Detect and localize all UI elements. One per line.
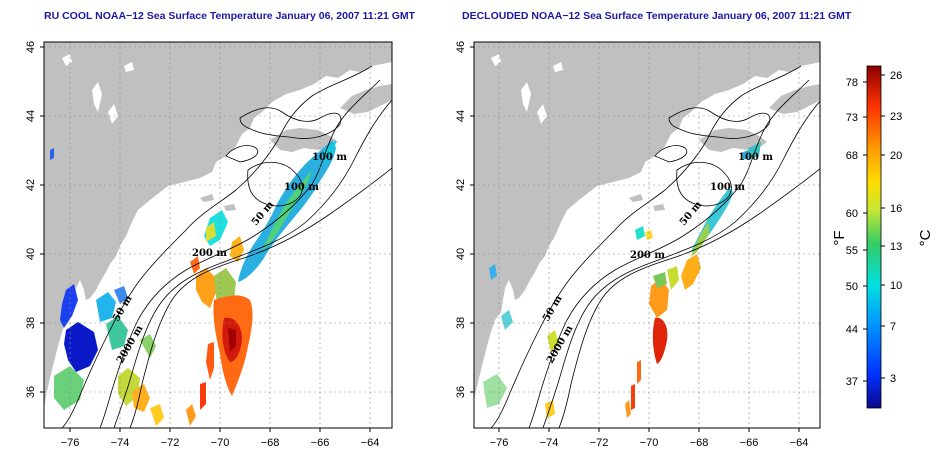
y-tick-label: 44 <box>455 110 467 122</box>
temperature-colorbar: 78 73 68 60 55 50 44 37 26 23 20 16 13 1… <box>831 65 934 409</box>
contour-label-200m: 200 m <box>192 248 227 259</box>
contour-label-100m-south: 100 m <box>710 182 745 193</box>
x-tick-label: −68 <box>261 437 280 449</box>
fahrenheit-tick: 78 <box>846 77 858 89</box>
y-tick-label: 46 <box>25 41 37 53</box>
left-panel-title: RU COOL NOAA−12 Sea Surface Temperature … <box>44 10 416 22</box>
celsius-tick: 13 <box>890 241 902 253</box>
x-tick-label: −66 <box>740 437 759 449</box>
x-tick-label: −76 <box>61 437 80 449</box>
x-tick-label: −70 <box>640 437 659 449</box>
fahrenheit-tick: 60 <box>846 208 858 220</box>
x-tick-label: −64 <box>790 437 809 449</box>
y-tick-label: 38 <box>455 317 467 329</box>
y-tick-label: 42 <box>455 179 467 191</box>
fahrenheit-unit-label: °F <box>831 230 848 245</box>
left-axis-ticks <box>40 46 371 432</box>
celsius-tick: 10 <box>890 280 902 292</box>
fahrenheit-tick: 55 <box>846 245 858 257</box>
left-map-panel: 100 m 100 m 50 m 200 m 50 m 2000 m −76 −… <box>25 41 393 449</box>
x-tick-label: −64 <box>361 437 380 449</box>
celsius-tick: 7 <box>890 321 896 333</box>
right-panel-title: DECLOUDED NOAA−12 Sea Surface Temperatur… <box>462 10 852 22</box>
celsius-tick: 3 <box>890 373 896 385</box>
celsius-tick: 20 <box>890 150 902 162</box>
contour-label-100m-north: 100 m <box>738 152 773 163</box>
fahrenheit-tick: 37 <box>846 376 858 388</box>
fahrenheit-tick: 73 <box>846 112 858 124</box>
x-tick-label: −74 <box>540 437 559 449</box>
fahrenheit-tick: 50 <box>846 281 858 293</box>
fahrenheit-tick: 68 <box>846 150 858 162</box>
left-graticule <box>44 42 392 428</box>
y-tick-label: 36 <box>25 386 37 398</box>
y-tick-label: 38 <box>25 317 37 329</box>
y-tick-label: 40 <box>455 248 467 260</box>
x-tick-label: −72 <box>161 437 180 449</box>
x-tick-label: −68 <box>690 437 709 449</box>
colorbar-gradient <box>866 65 882 409</box>
x-tick-label: −70 <box>211 437 230 449</box>
y-tick-label: 46 <box>455 41 467 53</box>
x-tick-label: −72 <box>590 437 609 449</box>
x-tick-label: −76 <box>490 437 509 449</box>
right-map-panel: 100 m 100 m 50 m 200 m 50 m 2000 m −76 −… <box>455 41 821 449</box>
fahrenheit-tick: 44 <box>846 324 858 336</box>
x-tick-label: −66 <box>311 437 330 449</box>
contour-label-100m-north: 100 m <box>312 152 347 163</box>
sst-data-right <box>483 142 761 418</box>
contour-label-100m-south: 100 m <box>284 182 319 193</box>
y-tick-label: 44 <box>25 110 37 122</box>
celsius-tick: 16 <box>890 203 902 215</box>
contour-label-200m: 200 m <box>630 250 665 261</box>
right-graticule <box>474 42 820 428</box>
y-tick-label: 36 <box>455 386 467 398</box>
right-axis-ticks <box>470 46 800 432</box>
y-tick-label: 40 <box>25 248 37 260</box>
x-tick-label: −74 <box>111 437 130 449</box>
celsius-tick: 23 <box>890 111 902 123</box>
y-tick-label: 42 <box>25 179 37 191</box>
celsius-tick: 26 <box>890 70 902 82</box>
celsius-unit-label: °C <box>917 229 934 246</box>
